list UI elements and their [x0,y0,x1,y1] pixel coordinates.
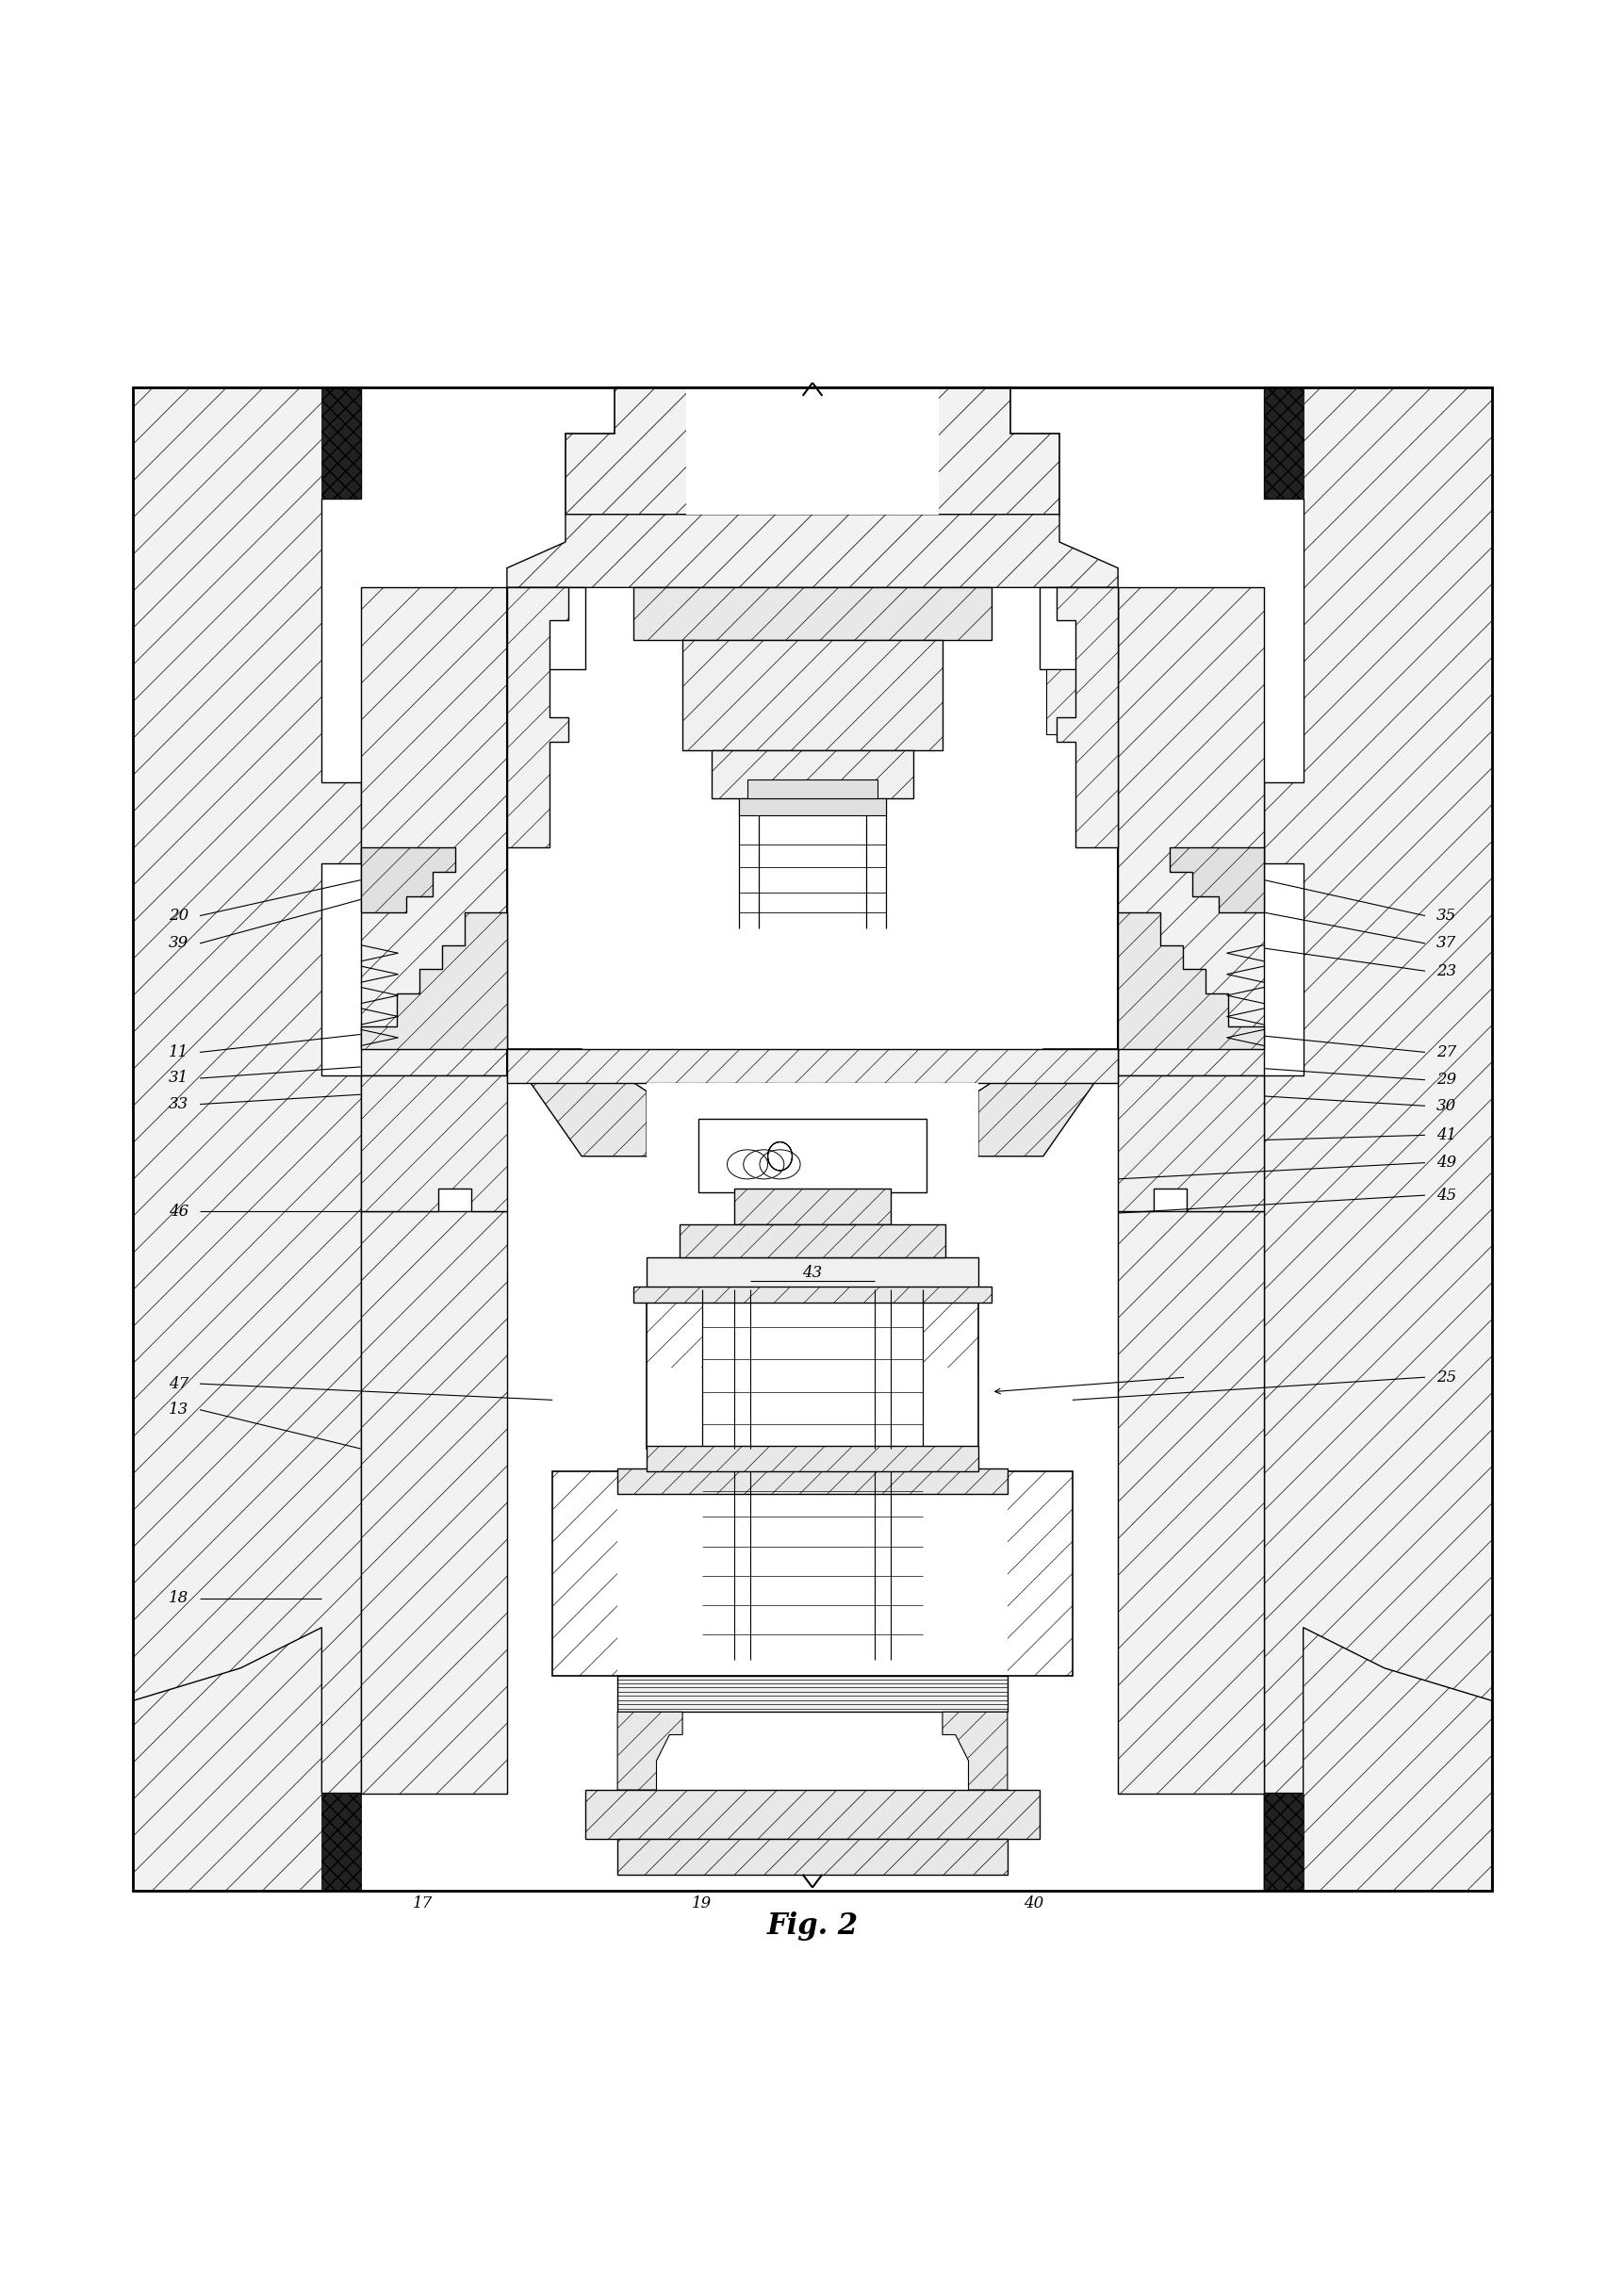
Bar [698,1119,926,1192]
Polygon shape [133,1628,361,1890]
Text: 27: 27 [1436,1044,1455,1060]
Bar [507,588,585,668]
Bar [646,1446,978,1471]
Bar [739,798,885,928]
Text: 31: 31 [169,1069,188,1085]
Text: 30: 30 [1436,1099,1455,1115]
Text: 19: 19 [692,1895,711,1911]
Polygon shape [1263,1628,1491,1890]
Text: 46: 46 [169,1204,188,1220]
Text: 43: 43 [802,1265,822,1281]
Bar [552,1471,1072,1676]
Polygon shape [565,388,1059,515]
Polygon shape [1263,388,1491,1890]
Bar [633,588,991,638]
Bar [361,1211,507,1794]
Bar [1263,388,1302,497]
Text: 17: 17 [412,1895,432,1911]
Bar [617,1676,1007,1712]
Text: 35: 35 [1436,907,1455,923]
Polygon shape [942,1712,1007,1790]
Polygon shape [978,1049,1117,1156]
Bar [617,1468,1007,1493]
Bar [507,668,542,734]
Text: 47: 47 [169,1375,188,1391]
Text: 13: 13 [169,1402,188,1418]
Text: 29: 29 [1436,1072,1455,1088]
Text: 49: 49 [1436,1154,1455,1170]
Bar [633,1286,991,1302]
Bar [747,780,877,798]
Polygon shape [133,388,361,1890]
Bar [322,388,361,497]
Polygon shape [507,1049,646,1156]
Text: 41: 41 [1436,1126,1455,1142]
Text: 39: 39 [169,935,188,951]
Text: 37: 37 [1436,935,1455,951]
Bar [682,638,942,750]
Bar [685,388,939,515]
Text: 45: 45 [1436,1188,1455,1204]
Bar [646,1256,978,1290]
Text: Fig. 2: Fig. 2 [767,1913,857,1940]
Text: 40: 40 [1023,1895,1043,1911]
Polygon shape [507,515,1117,588]
Text: 20: 20 [169,907,188,923]
Bar [507,1049,1117,1083]
Polygon shape [507,1049,581,1074]
Text: 33: 33 [169,1097,188,1113]
Polygon shape [361,1074,507,1211]
Bar [322,1794,361,1890]
Bar [585,1790,1039,1838]
Bar [361,588,507,1074]
Polygon shape [361,912,507,1049]
Polygon shape [1056,588,1117,848]
Polygon shape [1043,1049,1117,1074]
Text: 18: 18 [169,1589,188,1605]
Bar [739,798,885,814]
Polygon shape [361,848,455,912]
Bar [679,1224,945,1256]
Polygon shape [507,588,568,848]
Bar [646,1290,978,1448]
Text: 23: 23 [1436,962,1455,978]
Bar [1117,588,1263,1074]
Bar [133,388,1491,1890]
Bar [1263,1794,1302,1890]
Bar [1039,588,1117,668]
Polygon shape [1117,1074,1263,1211]
Bar [617,1838,1007,1874]
Bar [1117,1211,1263,1794]
Text: 25: 25 [1436,1370,1455,1386]
Polygon shape [1169,848,1263,912]
Text: 11: 11 [169,1044,188,1060]
Bar [711,750,913,798]
Bar [646,1083,978,1156]
Polygon shape [617,1712,682,1790]
Bar [1046,668,1082,734]
Polygon shape [1117,912,1263,1049]
Bar [734,1188,890,1224]
